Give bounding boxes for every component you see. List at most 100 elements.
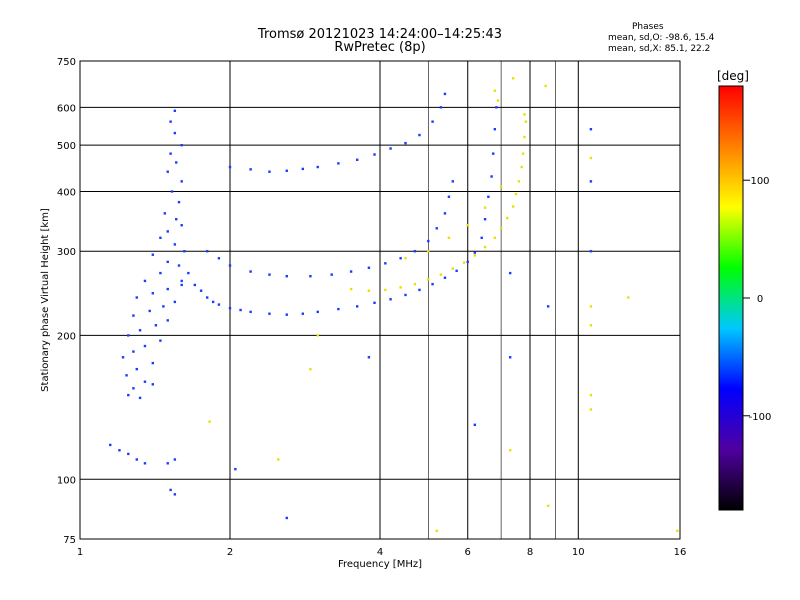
colorbar-tick-label: -100	[749, 412, 772, 423]
data-point-x	[521, 152, 525, 155]
data-point-o	[330, 273, 333, 276]
data-point-o	[337, 162, 340, 165]
data-point-x	[508, 449, 512, 452]
data-point-x	[676, 529, 679, 533]
data-point-x	[384, 288, 387, 292]
data-point-o	[205, 296, 209, 299]
data-point-o	[163, 212, 167, 215]
y-tick-label: 200	[57, 331, 76, 342]
grid-lines	[80, 61, 680, 539]
data-point-o	[373, 301, 376, 304]
data-point-x	[493, 236, 497, 240]
x-tick-label: 10	[572, 547, 585, 558]
data-point-o	[135, 367, 138, 371]
data-point-o	[268, 273, 271, 276]
data-point-o	[217, 257, 221, 260]
data-point-o	[143, 344, 147, 348]
y-axis-label: Stationary phase Virtual Height [km]	[40, 208, 51, 392]
data-point-o	[589, 127, 593, 131]
data-point-o	[228, 264, 232, 267]
data-point-o	[228, 165, 232, 169]
data-point-o	[337, 307, 340, 311]
data-point-o	[138, 396, 142, 400]
data-point-x	[517, 180, 521, 183]
data-point-o	[138, 329, 142, 332]
data-point-o	[443, 92, 447, 96]
data-point-o	[205, 250, 209, 253]
data-point-o	[170, 190, 174, 193]
data-point-o	[183, 250, 186, 253]
x-tick-labels: 1 2 4 6 8 10 16	[77, 547, 687, 558]
data-point-x	[493, 89, 497, 92]
data-point-x	[427, 250, 430, 253]
data-point-o	[492, 152, 495, 155]
data-point-o	[177, 200, 181, 204]
data-point-x	[208, 420, 211, 423]
data-point-x	[523, 135, 526, 139]
data-point-x	[483, 206, 487, 209]
data-point-o	[285, 516, 288, 520]
data-point-o	[455, 269, 458, 272]
colorbar-tick-label: 100	[750, 176, 769, 187]
data-point-o	[234, 467, 237, 471]
y-tick-label: 400	[57, 187, 76, 198]
data-point-o	[125, 374, 128, 377]
x-tick-label: 1	[77, 547, 83, 558]
data-point-x	[399, 286, 402, 289]
data-point-o	[431, 120, 434, 123]
data-point-o	[162, 305, 165, 308]
data-point-o	[180, 143, 183, 147]
data-point-o	[309, 274, 312, 278]
data-point-o	[173, 243, 177, 246]
data-point-o	[355, 158, 359, 161]
data-point-o	[166, 230, 169, 233]
data-point-o	[466, 260, 469, 264]
data-point-o	[249, 270, 252, 273]
data-point-o	[166, 319, 169, 322]
chart-title: Tromsø 20121023 14:24:00–14:25:43	[257, 27, 503, 42]
data-point-o	[173, 493, 177, 496]
data-point-o	[483, 218, 487, 221]
data-point-o	[473, 251, 477, 254]
data-point-o	[373, 153, 376, 156]
data-point-x	[523, 113, 526, 116]
data-point-x	[277, 458, 280, 461]
data-point-o	[431, 282, 434, 286]
data-point-o	[217, 303, 221, 306]
data-point-x	[514, 192, 518, 196]
data-point-o	[451, 180, 455, 183]
data-point-o	[175, 218, 178, 221]
data-point-x	[546, 504, 550, 508]
data-point-o	[132, 314, 135, 317]
data-point-x	[367, 289, 371, 292]
data-point-o	[169, 120, 172, 123]
data-point-x	[349, 287, 353, 291]
colorbar	[718, 85, 744, 511]
data-point-o	[159, 236, 162, 240]
chart-subtitle: RwPretec (8p)	[334, 40, 426, 55]
x-axis-label: Frequency [MHz]	[338, 559, 422, 570]
data-point-x	[589, 156, 593, 160]
data-point-o	[439, 106, 443, 109]
data-point-o	[389, 298, 392, 301]
data-point-o	[418, 288, 421, 292]
data-point-o	[447, 195, 451, 198]
data-point-o	[404, 293, 407, 297]
data-point-x	[589, 305, 593, 308]
data-point-o	[127, 334, 130, 337]
data-point-o	[166, 170, 169, 173]
data-point-x	[451, 267, 455, 270]
data-point-o	[193, 283, 197, 287]
data-point-o	[301, 312, 305, 315]
x-tick-label: 8	[527, 547, 533, 558]
data-point-o	[180, 224, 183, 227]
data-point-o	[154, 324, 158, 327]
data-point-o	[187, 271, 190, 275]
data-point-x	[427, 278, 430, 281]
phase-stats-header: Phases	[632, 22, 664, 32]
data-point-o	[175, 161, 178, 164]
x-tick-label: 6	[465, 547, 471, 558]
data-point-x	[435, 529, 438, 533]
data-point-x	[466, 224, 469, 227]
data-point-o	[143, 279, 147, 283]
